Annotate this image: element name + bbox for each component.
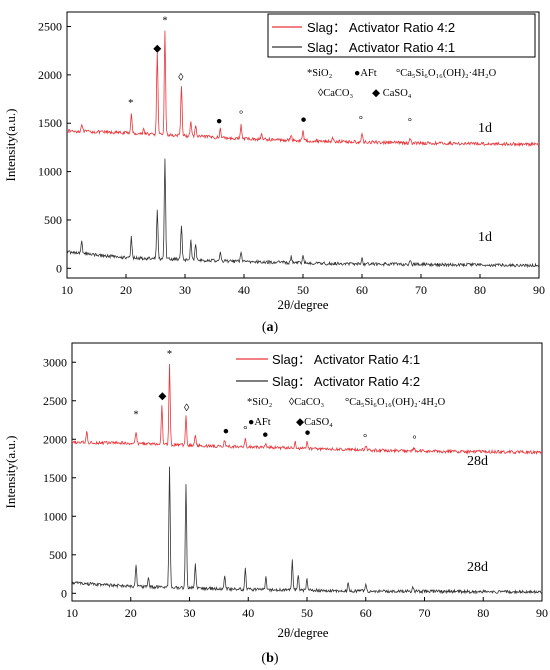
phase-legend-caso4-b: ◆CaSO₄ bbox=[296, 417, 333, 428]
phase-legend-aft-b: ●AFt bbox=[248, 417, 271, 428]
peak-marker-a: ◊ bbox=[178, 73, 184, 84]
x-tick-label-a: 60 bbox=[356, 283, 368, 297]
phase-legend-sio2-b: *SiO₂ bbox=[247, 397, 273, 408]
x-tick-label-a: 70 bbox=[415, 283, 427, 297]
peak-marker-b: ● bbox=[223, 426, 229, 437]
y-tick-label-a: 1000 bbox=[38, 165, 62, 179]
x-tick-label-a: 20 bbox=[120, 283, 132, 297]
peak-marker-b: ° bbox=[412, 434, 416, 445]
peak-marker-a: ● bbox=[300, 114, 306, 125]
x-axis-title-a: 2θ/degree bbox=[278, 297, 329, 312]
x-tick-label-b: 60 bbox=[360, 606, 372, 620]
y-tick-label-b: 1500 bbox=[43, 471, 67, 485]
x-tick-label-b: 40 bbox=[242, 606, 254, 620]
x-tick-label-b: 20 bbox=[125, 606, 137, 620]
x-tick-label-a: 90 bbox=[533, 283, 545, 297]
panel-b: 10 20 30 40 50 60 70 80 90 0 500 1000 1500 2000 2500 30… bbox=[3, 342, 548, 666]
y-axis-title-b: Intensity(a.u.) bbox=[3, 436, 18, 509]
y-tick-label-b: 1000 bbox=[43, 509, 67, 523]
y-tick-label-b: 0 bbox=[61, 586, 67, 600]
x-tick-label-a: 10 bbox=[61, 283, 73, 297]
y-tick-label-b: 500 bbox=[49, 548, 67, 562]
axes-a: 10 20 30 40 50 60 70 80 90 0 500 1000 1500 2000 2500 bbox=[38, 20, 545, 297]
x-tick-label-b: 30 bbox=[184, 606, 196, 620]
day-label-black-a: 1d bbox=[478, 230, 492, 245]
series-line-b-black bbox=[71, 466, 543, 595]
panel-label-b: (b) bbox=[261, 651, 278, 666]
phase-legend-caco3-a: ◊CaCO₃ bbox=[318, 88, 353, 99]
x-tick-label-b: 50 bbox=[301, 606, 313, 620]
phase-legend-caco3-b: ◊CaCO₃ bbox=[289, 397, 324, 408]
legend-box-a bbox=[267, 13, 536, 58]
peak-marker-b: * bbox=[167, 349, 172, 360]
x-tick-label-a: 80 bbox=[474, 283, 486, 297]
peak-marker-a: ● bbox=[216, 116, 222, 127]
phase-legend-csh-b: °Ca₅Si₆O₁₆(OH)₂·4H₂O bbox=[345, 397, 446, 408]
peak-marker-b: * bbox=[133, 410, 138, 421]
peak-marker-a: ° bbox=[239, 109, 243, 120]
x-tick-label-a: 30 bbox=[179, 283, 191, 297]
y-tick-label-b: 3000 bbox=[43, 355, 67, 369]
panel-label-a: (a) bbox=[262, 320, 279, 335]
axes-b: 10 20 30 40 50 60 70 80 90 0 500 1000 1500 2000 2500 30… bbox=[43, 355, 548, 620]
day-label-red-b: 28d bbox=[467, 454, 488, 469]
series-line-a-black bbox=[66, 158, 540, 269]
x-tick-label-a: 40 bbox=[238, 283, 250, 297]
peak-marker-b: ● bbox=[304, 427, 310, 438]
x-axis-title-b: 2θ/degree bbox=[278, 625, 329, 640]
peak-marker-b: ◊ bbox=[184, 403, 190, 414]
y-tick-label-b: 2000 bbox=[43, 432, 67, 446]
series-line-b-red bbox=[71, 363, 543, 456]
phase-legend-csh-a: °Ca₅Si₆O₁₆(OH)₂·4H₂O bbox=[396, 68, 497, 79]
day-label-black-b: 28d bbox=[467, 560, 488, 575]
x-tick-label-b: 90 bbox=[536, 606, 548, 620]
panel-a: 10 20 30 40 50 60 70 80 90 0 500 1000 1500 2000 2500 *… bbox=[3, 11, 545, 335]
x-tick-label-b: 70 bbox=[419, 606, 431, 620]
y-tick-label-a: 2500 bbox=[38, 20, 62, 34]
legend-label-black-b: Slag： Activator Ratio 4:2 bbox=[272, 374, 420, 389]
series-line-a-red bbox=[66, 30, 540, 148]
peak-marker-a: * bbox=[128, 98, 133, 109]
x-tick-label-b: 80 bbox=[477, 606, 489, 620]
y-tick-label-b: 2500 bbox=[43, 394, 67, 408]
y-tick-label-a: 1500 bbox=[38, 116, 62, 130]
legend-label-red-b: Slag： Activator Ratio 4:1 bbox=[272, 352, 420, 367]
y-axis-title-a: Intensity(a.u.) bbox=[3, 109, 18, 182]
peak-marker-a: ◆ bbox=[153, 44, 162, 55]
peak-markers-b: * ◆ * ◊ ● ° ● ● ° ° bbox=[133, 349, 416, 445]
peak-marker-b: ° bbox=[363, 433, 367, 444]
series-group-a bbox=[66, 30, 540, 269]
legend-label-black-a: Slag： Activator Ratio 4:1 bbox=[307, 40, 455, 55]
peak-marker-b: ° bbox=[243, 425, 247, 436]
phase-legend-caso4-a: ◆ CaSO₄ bbox=[372, 88, 412, 99]
day-label-red-a: 1d bbox=[478, 121, 492, 136]
x-tick-label-b: 10 bbox=[66, 606, 78, 620]
peak-marker-a: * bbox=[162, 16, 167, 27]
peak-markers-a: * ◆ * ◊ ● ° ● ° ° bbox=[128, 16, 412, 129]
y-tick-label-a: 0 bbox=[56, 261, 62, 275]
peak-marker-a: ° bbox=[408, 117, 412, 128]
phase-legend-sio2-a: *SiO₂ bbox=[307, 68, 333, 79]
series-group-b bbox=[71, 363, 543, 595]
peak-marker-a: ° bbox=[359, 115, 363, 126]
legend-label-red-a: Slag： Activator Ratio 4:2 bbox=[307, 20, 455, 35]
peak-marker-b: ● bbox=[262, 430, 268, 441]
phase-legend-aft-a: ●AFt bbox=[354, 68, 377, 79]
x-tick-label-a: 50 bbox=[297, 283, 309, 297]
y-tick-label-a: 2000 bbox=[38, 68, 62, 82]
peak-marker-b: ◆ bbox=[158, 391, 167, 402]
y-tick-label-a: 500 bbox=[44, 213, 62, 227]
